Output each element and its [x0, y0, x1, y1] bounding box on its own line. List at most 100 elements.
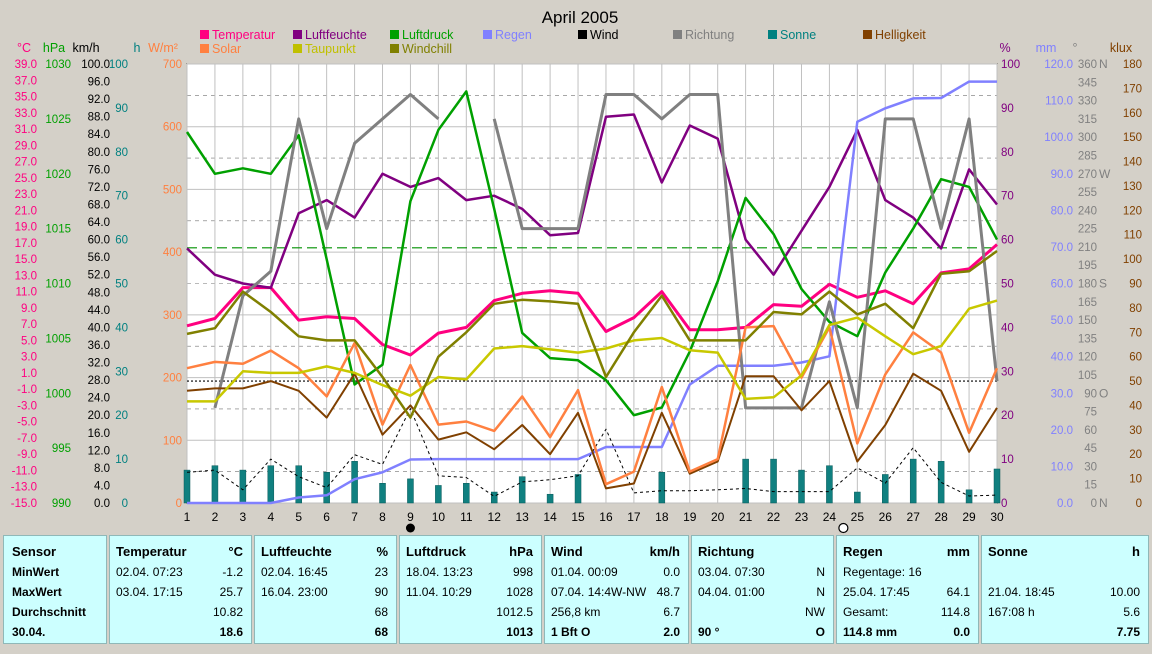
axis-label-rain: mm — [1036, 41, 1057, 55]
x-tick-label: 4 — [267, 510, 274, 524]
sun-bar — [183, 469, 191, 504]
tick-label-pressure: 1030 — [45, 59, 71, 71]
panel-cell-value: 5.6 — [1123, 605, 1140, 619]
tick-label-direction: 240 — [1078, 205, 1097, 217]
compass-label: O — [1099, 386, 1108, 400]
bottom-strip — [0, 644, 1152, 654]
x-tick-label: 6 — [323, 510, 330, 524]
tick-label-humidity: 50 — [1001, 279, 1014, 291]
tick-label-wind: 84.0 — [88, 129, 110, 141]
panel-cell-label: 02.04. 07:23 — [116, 565, 183, 579]
sun-bar — [463, 482, 470, 504]
x-tick-label: 19 — [683, 510, 697, 524]
tick-label-direction: 300 — [1078, 132, 1097, 144]
x-tick-label: 8 — [379, 510, 386, 524]
legend-swatch — [390, 30, 399, 39]
tick-label-temp: 13.0 — [15, 270, 37, 282]
x-tick-label: 17 — [627, 510, 641, 524]
axis-label-lux: klux — [1110, 41, 1133, 55]
legend-swatch — [390, 44, 399, 53]
tick-label-rain: 80.0 — [1051, 205, 1073, 217]
panel-cell-label: 16.04. 23:00 — [261, 585, 328, 599]
tick-label-temp: 21.0 — [15, 205, 37, 217]
moon-phase-new — [838, 522, 849, 534]
tick-label-direction: 195 — [1078, 260, 1097, 272]
tick-label-lux: 150 — [1123, 132, 1142, 144]
legend-swatch — [863, 30, 872, 39]
tick-label-temp: -9.0 — [17, 449, 37, 461]
x-tick-label: 2 — [212, 510, 219, 524]
compass-label: W — [1099, 167, 1111, 181]
tick-label-temp: 33.0 — [15, 108, 37, 120]
panel-cell-value: 18.6 — [219, 625, 243, 639]
tick-label-temp: 15.0 — [15, 254, 37, 266]
tick-label-direction: 60 — [1084, 425, 1097, 437]
tick-label-temp: 5.0 — [21, 335, 37, 347]
tick-label-wind: 68.0 — [88, 199, 110, 211]
x-tick-label: 5 — [295, 510, 302, 524]
tick-label-sun: 10 — [115, 454, 128, 466]
legend-label: Windchill — [402, 42, 452, 56]
stats-panel-temperatur: Temperatur °C 02.04. 07:23 -1.2 03.04. 17:15… — [109, 535, 252, 644]
tick-label-direction: 210 — [1078, 242, 1097, 254]
tick-label-pressure: 990 — [52, 498, 71, 510]
series-line-helligkeit — [186, 372, 998, 490]
panel-cell-value: 114.8 — [940, 605, 970, 619]
tick-label-direction: 105 — [1078, 370, 1097, 382]
tick-label-lux: 10 — [1129, 474, 1142, 486]
legend-label: Solar — [212, 42, 241, 56]
tick-label-temp: -11.0 — [12, 465, 37, 477]
tick-label-direction: 45 — [1084, 443, 1097, 455]
panel-cell-value: 64.1 — [946, 585, 970, 599]
series-line-solar — [186, 324, 999, 486]
legend-label: Regen — [495, 28, 532, 42]
tick-label-humidity: 60 — [1001, 235, 1014, 247]
tick-label-wind: 44.0 — [88, 305, 110, 317]
tick-label-wind: 56.0 — [88, 252, 110, 264]
panel-unit: km/h — [649, 544, 680, 559]
tick-label-direction: 255 — [1078, 187, 1097, 199]
x-tick-label: 7 — [351, 510, 358, 524]
tick-label-solar: 500 — [163, 184, 182, 196]
tick-label-temp: -7.0 — [17, 433, 37, 445]
panel-cell-label: 07.04. 14:4W-NW — [551, 585, 647, 599]
x-tick-label: 11 — [460, 510, 473, 524]
panel-cell-label: Regentage: 16 — [843, 565, 922, 579]
panel-title: Luftdruck — [406, 544, 466, 559]
tick-label-temp: 25.0 — [15, 173, 37, 185]
tick-label-rain: 0.0 — [1057, 498, 1073, 510]
panel-cell-label: 02.04. 16:45 — [261, 565, 328, 579]
panel-unit: % — [376, 544, 388, 559]
legend-swatch — [578, 30, 587, 39]
panel-cell-label: 03.04. 17:15 — [116, 585, 183, 599]
tick-label-wind: 12.0 — [88, 445, 110, 457]
x-tick-label: 26 — [879, 510, 893, 524]
tick-label-direction: 15 — [1084, 480, 1097, 492]
tick-label-solar: 100 — [163, 435, 182, 447]
x-tick-label: 10 — [432, 510, 446, 524]
tick-label-sun: 70 — [115, 191, 128, 203]
panel-cell-value: 1012.5 — [496, 605, 533, 619]
legend-label: Helligkeit — [875, 28, 926, 42]
tick-label-temp: -5.0 — [17, 417, 37, 429]
panel-unit: mm — [946, 544, 970, 559]
x-tick-label: 23 — [795, 510, 809, 524]
tick-label-wind: 76.0 — [88, 164, 110, 176]
tick-label-rain: 90.0 — [1051, 169, 1073, 181]
panel-cell-value: NW — [805, 605, 825, 619]
panel-cell-value: 1028 — [506, 585, 533, 599]
sun-bar — [267, 465, 275, 504]
tick-label-direction: 345 — [1078, 77, 1097, 89]
panel-title: Sonne — [988, 544, 1028, 559]
compass-label: N — [1099, 57, 1108, 71]
tick-label-lux: 0 — [1136, 498, 1142, 510]
tick-label-temp: 9.0 — [21, 303, 37, 315]
tick-label-pressure: 995 — [52, 443, 71, 455]
sun-bar — [826, 465, 833, 504]
tick-label-solar: 200 — [163, 373, 182, 385]
tick-label-humidity: 90 — [1001, 103, 1014, 115]
panel-cell-value: 0.0 — [953, 625, 970, 639]
tick-label-lux: 20 — [1129, 449, 1142, 461]
legend-swatch — [293, 44, 302, 53]
legend-label: Wind — [590, 28, 619, 42]
